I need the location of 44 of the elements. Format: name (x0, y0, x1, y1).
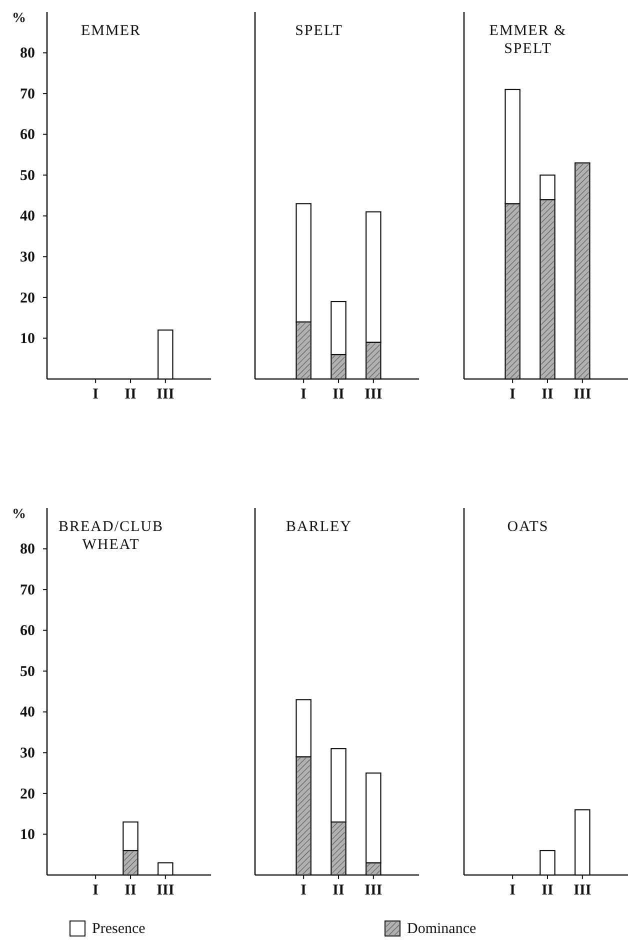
legend-label: Dominance (407, 921, 476, 937)
x-tick-label: III (364, 882, 382, 899)
x-tick-label: I (510, 882, 516, 899)
x-tick-label: I (300, 882, 307, 899)
x-tick-label: II (332, 882, 344, 899)
y-tick-label: 40 (20, 208, 35, 225)
legend-label: Presence (92, 921, 146, 937)
y-tick-label: 30 (20, 745, 35, 762)
x-tick-label: III (156, 882, 174, 899)
x-tick-label: II (542, 386, 554, 403)
x-tick-label: II (124, 386, 136, 403)
y-tick-label: 80 (20, 46, 35, 62)
y-tick-label: 50 (20, 168, 35, 184)
y-tick-label: 10 (20, 827, 35, 844)
text: EMMER (80, 23, 142, 39)
text: EMMER & SPELT (489, 23, 567, 57)
y-tick-label: 70 (20, 582, 35, 598)
y-axis-title: % (12, 507, 26, 522)
y-axis-title: % (12, 11, 26, 26)
x-tick-label: II (332, 386, 344, 403)
x-tick-label: I (92, 882, 99, 899)
x-tick-label: III (574, 882, 592, 899)
y-tick-label: 10 (20, 331, 35, 348)
y-tick-label: 80 (20, 542, 35, 558)
x-tick-label: I (300, 386, 307, 403)
y-tick-label: 20 (20, 290, 35, 306)
x-tick-label: I (510, 386, 516, 403)
x-tick-label: III (574, 386, 592, 403)
y-tick-label: 40 (20, 704, 35, 721)
y-tick-label: 60 (20, 623, 35, 640)
text: SPELT (295, 23, 343, 39)
y-tick-label: 70 (20, 86, 35, 102)
y-tick-label: 20 (20, 786, 35, 802)
x-tick-label: II (542, 882, 554, 899)
text: BARLEY (286, 519, 352, 535)
text: OATS (507, 519, 549, 535)
x-tick-label: I (92, 386, 99, 403)
text: BREAD/CLUB WHEAT (58, 519, 164, 553)
y-tick-label: 50 (20, 664, 35, 680)
x-tick-label: III (156, 386, 174, 403)
x-tick-label: II (124, 882, 136, 899)
x-tick-label: III (364, 386, 382, 403)
y-tick-label: 60 (20, 127, 35, 144)
y-tick-label: 30 (20, 249, 35, 266)
